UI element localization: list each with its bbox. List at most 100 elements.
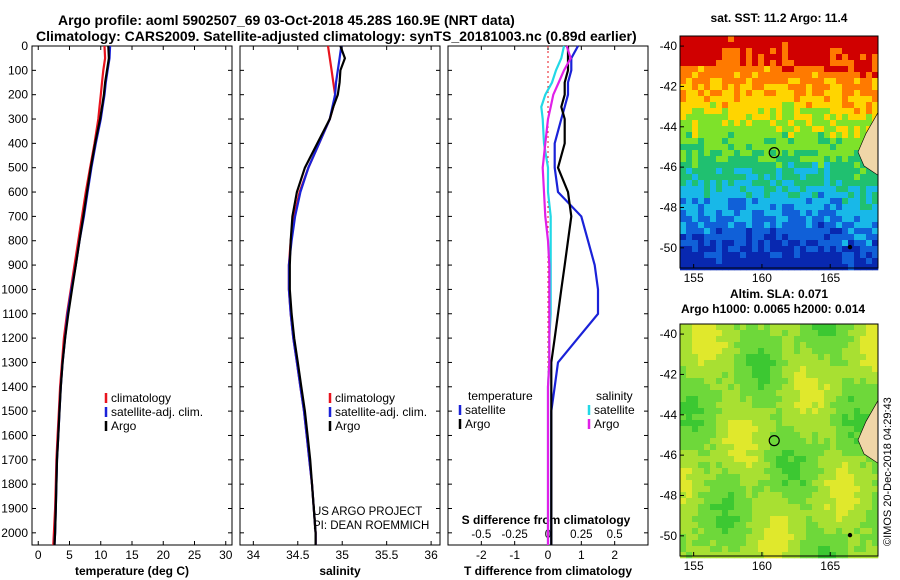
heatmap-cell	[722, 372, 729, 379]
heatmap-cell	[788, 102, 795, 109]
heatmap-cell	[758, 498, 765, 505]
heatmap-cell	[752, 378, 759, 385]
heatmap-cell	[752, 336, 759, 343]
heatmap-cell	[836, 192, 843, 199]
heatmap-cell	[818, 204, 825, 211]
heatmap-cell	[818, 90, 825, 97]
heatmap-cell	[782, 360, 789, 367]
heatmap-cell	[824, 474, 831, 481]
heatmap-cell	[824, 540, 831, 547]
heatmap-cell	[782, 372, 789, 379]
heatmap-cell	[848, 246, 855, 253]
heatmap-cell	[698, 546, 705, 553]
heatmap-cell	[764, 420, 771, 427]
heatmap-cell	[764, 150, 771, 157]
heatmap-cell	[872, 348, 879, 355]
heatmap-cell	[728, 354, 735, 361]
heatmap-cell	[860, 354, 867, 361]
heatmap-cell	[740, 534, 747, 541]
heatmap-cell	[680, 84, 687, 91]
heatmap-cell	[710, 84, 717, 91]
heatmap-cell	[800, 204, 807, 211]
heatmap-cell	[788, 540, 795, 547]
heatmap-cell	[698, 516, 705, 523]
y-tick-label: 1800	[1, 477, 28, 491]
heatmap-cell	[854, 408, 861, 415]
heatmap-cell	[710, 462, 717, 469]
heatmap-cell	[860, 174, 867, 181]
heatmap-cell	[818, 534, 825, 541]
heatmap-cell	[692, 438, 699, 445]
heatmap-cell	[746, 390, 753, 397]
heatmap-cell	[698, 186, 705, 193]
heatmap-cell	[872, 192, 879, 199]
heatmap-cell	[794, 336, 801, 343]
heatmap-cell	[734, 78, 741, 85]
heatmap-cell	[848, 414, 855, 421]
heatmap-cell	[860, 66, 867, 73]
heatmap-cell	[812, 384, 819, 391]
heatmap-cell	[848, 456, 855, 463]
heatmap-cell	[860, 120, 867, 127]
heatmap-cell	[710, 174, 717, 181]
heatmap-cell	[716, 198, 723, 205]
heatmap-cell	[854, 426, 861, 433]
heatmap-cell	[716, 468, 723, 475]
heatmap-cell	[836, 444, 843, 451]
heatmap-cell	[728, 474, 735, 481]
heatmap-cell	[698, 390, 705, 397]
heatmap-cell	[794, 528, 801, 535]
heatmap-cell	[746, 498, 753, 505]
heatmap-cell	[692, 180, 699, 187]
heatmap-cell	[806, 372, 813, 379]
heatmap-cell	[812, 108, 819, 115]
heatmap-cell	[740, 450, 747, 457]
heatmap-cell	[776, 414, 783, 421]
heatmap-cell	[704, 390, 711, 397]
heatmap-cell	[686, 480, 693, 487]
heatmap-cell	[752, 384, 759, 391]
heatmap-cell	[704, 552, 711, 559]
heatmap-cell	[686, 552, 693, 559]
heatmap-cell	[758, 366, 765, 373]
heatmap-cell	[812, 72, 819, 79]
heatmap-cell	[866, 486, 873, 493]
heatmap-cell	[716, 330, 723, 337]
heatmap-cell	[698, 528, 705, 535]
heatmap-cell	[692, 228, 699, 235]
heatmap-cell	[764, 138, 771, 145]
difference-panel: -2 -1 0 1 2T difference from climatology-0.5…	[447, 45, 649, 578]
heatmap-cell	[824, 450, 831, 457]
heatmap-cell	[818, 408, 825, 415]
heatmap-cell	[740, 150, 747, 157]
heatmap-cell	[722, 132, 729, 139]
heatmap-cell	[812, 84, 819, 91]
heatmap-cell	[812, 42, 819, 49]
heatmap-cell	[794, 492, 801, 499]
heatmap-cell	[794, 246, 801, 253]
heatmap-cell	[710, 426, 717, 433]
heatmap-cell	[680, 126, 687, 133]
heatmap-cell	[686, 486, 693, 493]
heatmap-cell	[686, 96, 693, 103]
heatmap-cell	[704, 504, 711, 511]
heatmap-cell	[770, 66, 777, 73]
heatmap-cell	[812, 360, 819, 367]
heatmap-cell	[788, 228, 795, 235]
heatmap-cell	[782, 54, 789, 61]
heatmap-cell	[686, 228, 693, 235]
credit-project: US ARGO PROJECT	[313, 506, 422, 518]
heatmap-cell	[680, 192, 687, 199]
heatmap-cell	[854, 552, 861, 559]
heatmap-cell	[692, 102, 699, 109]
heatmap-cell	[680, 468, 687, 475]
heatmap-cell	[770, 60, 777, 67]
heatmap-cell	[860, 396, 867, 403]
heatmap-cell	[746, 96, 753, 103]
heatmap-cell	[770, 78, 777, 85]
heatmap-cell	[722, 66, 729, 73]
heatmap-cell	[728, 402, 735, 409]
heatmap-cell	[788, 384, 795, 391]
heatmap-cell	[824, 168, 831, 175]
heatmap-cell	[728, 432, 735, 439]
